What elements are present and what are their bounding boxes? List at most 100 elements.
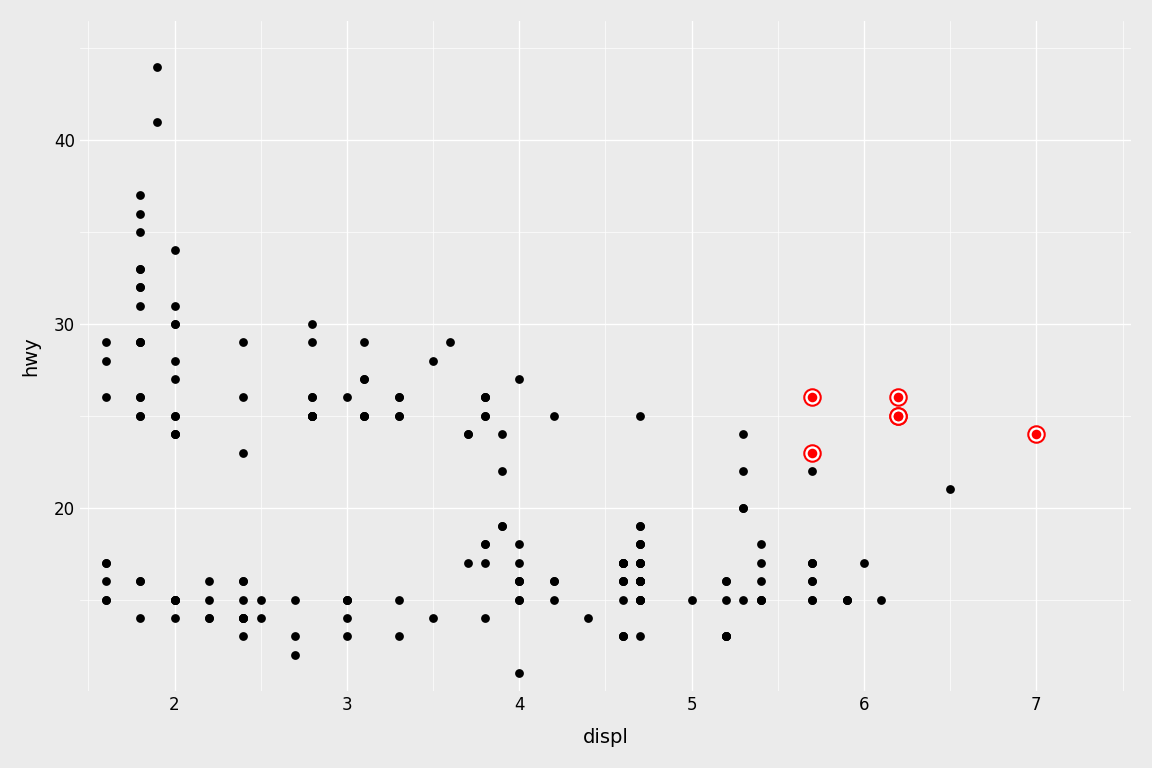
Point — [476, 392, 494, 404]
Point — [355, 409, 373, 422]
Point — [131, 207, 150, 220]
Point — [1028, 428, 1046, 440]
Point — [476, 612, 494, 624]
Point — [165, 318, 183, 330]
Point — [493, 520, 511, 532]
Point — [751, 594, 770, 606]
Point — [803, 465, 821, 477]
Point — [424, 355, 442, 367]
Point — [97, 575, 115, 588]
Point — [630, 594, 649, 606]
Point — [510, 557, 529, 569]
Point — [614, 575, 632, 588]
Point — [630, 575, 649, 588]
Point — [338, 594, 356, 606]
Point — [614, 557, 632, 569]
Point — [872, 594, 890, 606]
Point — [165, 428, 183, 440]
Point — [131, 575, 150, 588]
Point — [889, 409, 908, 422]
Point — [630, 575, 649, 588]
Point — [338, 594, 356, 606]
Point — [131, 409, 150, 422]
Point — [803, 446, 821, 458]
Point — [131, 409, 150, 422]
Point — [165, 594, 183, 606]
Point — [131, 336, 150, 349]
Point — [803, 575, 821, 588]
Point — [424, 612, 442, 624]
Point — [510, 538, 529, 551]
Point — [734, 428, 752, 440]
Point — [545, 409, 563, 422]
Point — [97, 336, 115, 349]
Point — [234, 336, 252, 349]
Point — [838, 594, 856, 606]
Point — [803, 594, 821, 606]
Point — [97, 557, 115, 569]
Point — [303, 392, 321, 404]
Point — [251, 612, 270, 624]
Point — [630, 557, 649, 569]
Point — [476, 392, 494, 404]
Point — [717, 631, 735, 643]
Point — [630, 575, 649, 588]
Point — [234, 594, 252, 606]
Point — [838, 594, 856, 606]
Point — [889, 409, 908, 422]
Point — [234, 392, 252, 404]
Point — [803, 594, 821, 606]
Y-axis label: hwy: hwy — [21, 336, 40, 376]
Point — [303, 409, 321, 422]
Point — [751, 538, 770, 551]
Point — [458, 557, 477, 569]
Point — [614, 557, 632, 569]
Point — [165, 300, 183, 312]
Point — [131, 263, 150, 275]
Point — [476, 409, 494, 422]
Point — [545, 575, 563, 588]
Point — [476, 538, 494, 551]
Point — [630, 557, 649, 569]
Point — [717, 631, 735, 643]
Point — [165, 409, 183, 422]
Point — [751, 594, 770, 606]
Point — [97, 594, 115, 606]
Point — [165, 373, 183, 386]
Point — [734, 594, 752, 606]
Point — [97, 392, 115, 404]
Point — [389, 409, 408, 422]
Point — [199, 612, 218, 624]
Point — [630, 520, 649, 532]
Point — [734, 502, 752, 514]
Point — [389, 631, 408, 643]
Point — [286, 648, 304, 660]
Point — [803, 446, 821, 458]
Point — [149, 61, 167, 73]
Point — [630, 538, 649, 551]
Point — [630, 594, 649, 606]
Point — [630, 631, 649, 643]
Point — [717, 575, 735, 588]
Point — [234, 612, 252, 624]
Point — [131, 336, 150, 349]
Point — [303, 409, 321, 422]
Point — [493, 520, 511, 532]
Point — [234, 612, 252, 624]
Point — [614, 575, 632, 588]
Point — [717, 631, 735, 643]
Point — [889, 392, 908, 404]
Point — [630, 409, 649, 422]
Point — [751, 594, 770, 606]
X-axis label: displ: displ — [583, 728, 628, 747]
Point — [303, 409, 321, 422]
Point — [889, 409, 908, 422]
Point — [803, 392, 821, 404]
Point — [614, 631, 632, 643]
Point — [286, 631, 304, 643]
Point — [1028, 428, 1046, 440]
Point — [493, 428, 511, 440]
Point — [234, 612, 252, 624]
Point — [199, 594, 218, 606]
Point — [889, 409, 908, 422]
